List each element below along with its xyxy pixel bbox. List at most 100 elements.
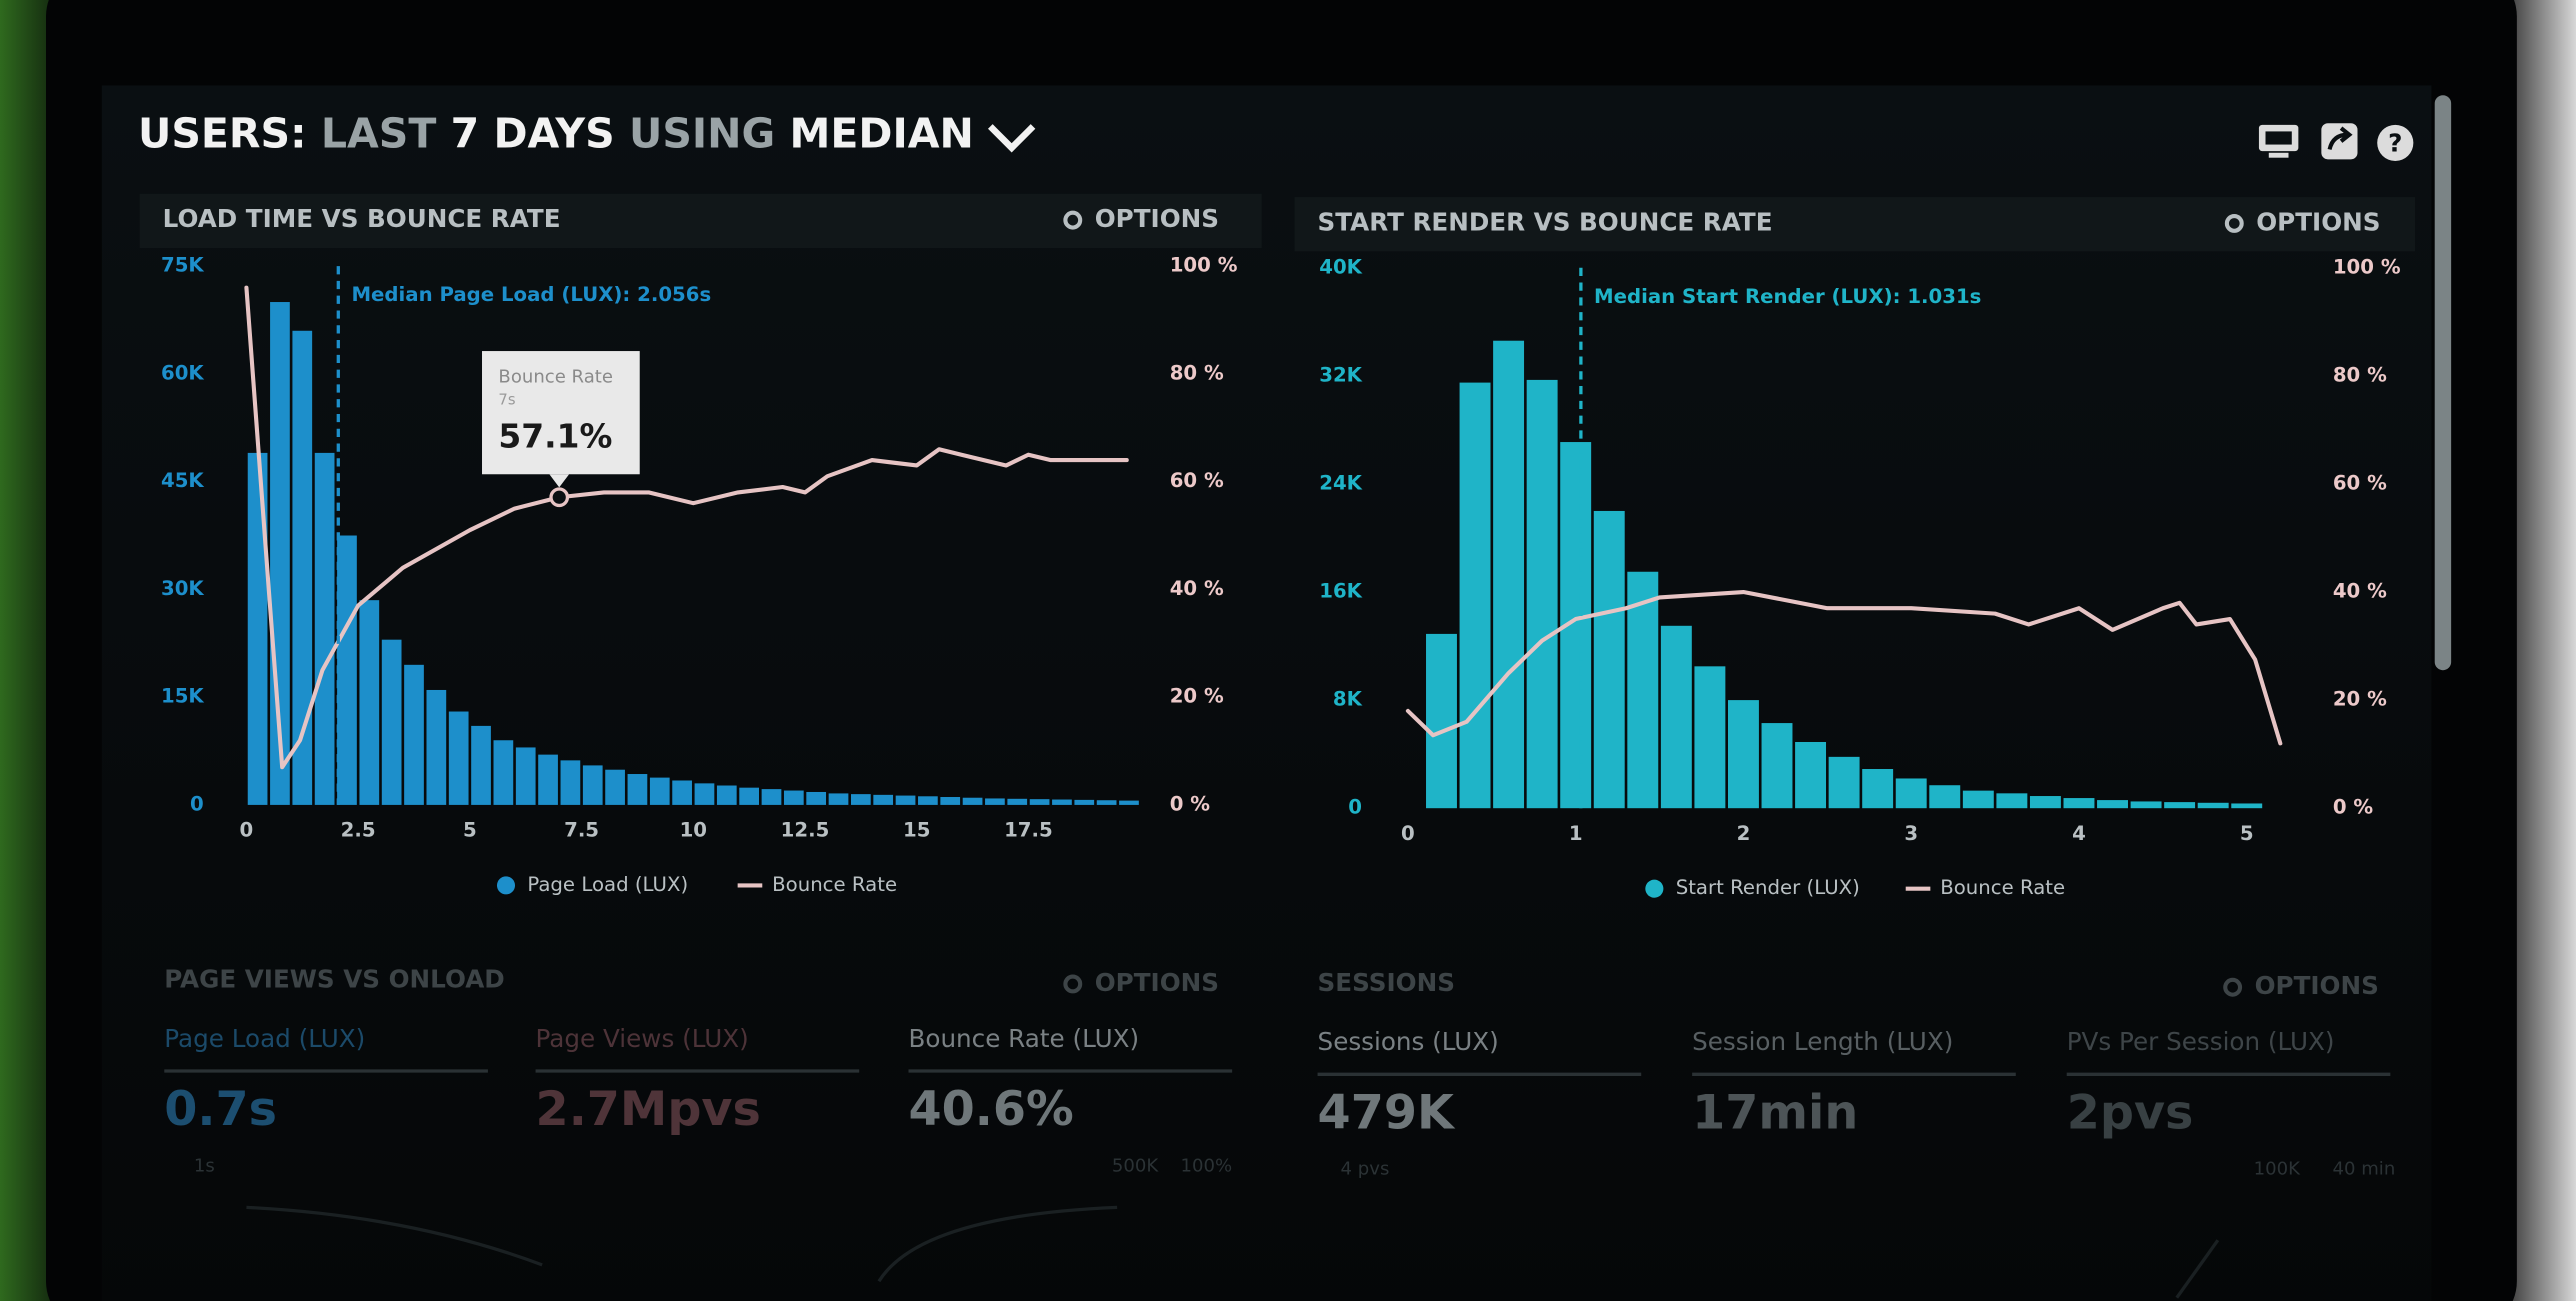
- tile-value: 2.7Mpvs: [536, 1082, 761, 1137]
- x-tick-label: 15: [903, 819, 930, 842]
- legend-dot: [1645, 879, 1664, 898]
- histogram-bar: [1862, 769, 1894, 809]
- tooltip-box: [482, 351, 640, 475]
- share-icon[interactable]: [2321, 123, 2358, 160]
- y-tick-label: 75K: [161, 254, 204, 277]
- x-tick-label: 0: [1401, 822, 1415, 845]
- x-tick-label: 1: [1569, 822, 1583, 845]
- histogram-bar: [627, 774, 648, 805]
- tile-value: 479K: [1318, 1085, 1456, 1140]
- histogram-bar: [1096, 800, 1117, 805]
- title-part: USERS:: [138, 109, 307, 157]
- histogram-bar: [359, 600, 380, 805]
- display: [101, 85, 2432, 1301]
- y-tick-label: 8K: [1333, 688, 1363, 711]
- dashboard-title[interactable]: USERS: LAST 7 DAYS USING MEDIAN: [138, 109, 974, 157]
- histogram-bar: [1119, 800, 1139, 805]
- y-tick-label: 24K: [1319, 471, 1362, 494]
- tile-label: PVs Per Session (LUX): [2067, 1027, 2335, 1056]
- options-icon: [1063, 210, 1083, 230]
- x-tick-label: 17.5: [1004, 819, 1053, 842]
- y2-tick-label: 0 %: [2333, 796, 2374, 819]
- tile-label: Page Load (LUX): [164, 1024, 365, 1053]
- title-part: LAST: [321, 109, 437, 157]
- histogram-bar: [2197, 802, 2229, 809]
- histogram-bar: [649, 777, 670, 805]
- histogram-bar: [515, 747, 536, 805]
- panel-title: SESSIONS: [1318, 968, 1455, 997]
- histogram-bar: [1795, 741, 1827, 809]
- panel-header: [139, 193, 1262, 249]
- mini-chart-label: 40 min: [2332, 1159, 2395, 1180]
- options-button[interactable]: OPTIONS: [2256, 207, 2380, 236]
- histogram-bar: [2063, 798, 2095, 809]
- y2-tick-label: 80 %: [2333, 363, 2387, 386]
- y2-tick-label: 100 %: [1170, 254, 1238, 277]
- histogram-bar: [1493, 340, 1525, 809]
- tile-label: Page Views (LUX): [536, 1024, 749, 1053]
- options-button[interactable]: OPTIONS: [1095, 204, 1219, 233]
- histogram-bar: [493, 740, 514, 805]
- y2-tick-label: 20 %: [1170, 685, 1224, 708]
- histogram-bar: [538, 754, 558, 805]
- legend-label: Start Render (LUX): [1676, 876, 1860, 899]
- dropdown-chevron[interactable]: [987, 124, 1036, 153]
- histogram-bar: [314, 452, 335, 805]
- y-tick-label: 15K: [161, 685, 204, 708]
- bounce-rate-line: [1405, 589, 2283, 746]
- histogram-bar: [381, 639, 402, 805]
- x-tick-label: 4: [2072, 822, 2086, 845]
- y2-tick-label: 40 %: [1170, 577, 1224, 600]
- histogram-bar: [1526, 379, 1558, 809]
- x-tick-label: 2.5: [341, 819, 376, 842]
- histogram-bar: [560, 760, 581, 805]
- y-tick-label: 16K: [1319, 580, 1362, 603]
- options-button[interactable]: OPTIONS: [1095, 968, 1219, 997]
- histogram-bar: [2097, 800, 2128, 809]
- histogram-bar: [247, 452, 268, 805]
- y2-tick-label: 60 %: [1170, 469, 1224, 492]
- y2-tick-label: 0 %: [1170, 792, 1211, 815]
- histogram-bar: [605, 769, 625, 805]
- mini-chart-label: 1s: [194, 1155, 215, 1176]
- histogram-bar: [1660, 625, 1692, 809]
- help-icon[interactable]: ?: [2377, 124, 2414, 161]
- histogram-bar: [1996, 793, 2028, 809]
- panel-title: START RENDER VS BOUNCE RATE: [1318, 207, 1773, 236]
- histogram-bar: [1929, 785, 1961, 809]
- options-button[interactable]: OPTIONS: [2255, 971, 2379, 1000]
- y2-tick-label: 60 %: [2333, 471, 2387, 494]
- mini-chart-line: [877, 1205, 1118, 1283]
- histogram-bar: [471, 725, 491, 805]
- histogram-bar: [1828, 756, 1860, 809]
- legend-label: Bounce Rate: [772, 873, 897, 896]
- histogram-bar: [1694, 666, 1726, 809]
- y-tick-label: 0: [190, 792, 204, 815]
- tooltip-x: 7s: [498, 391, 515, 408]
- histogram-bar: [895, 795, 916, 805]
- histogram-bar: [962, 797, 983, 805]
- tooltip-title: Bounce Rate: [498, 366, 613, 387]
- histogram-bar: [873, 794, 894, 805]
- mini-chart-line: [2175, 1239, 2220, 1299]
- legend-label: Page Load (LUX): [527, 873, 688, 896]
- mini-chart-label: 100K: [2254, 1159, 2301, 1180]
- histogram-bar: [1962, 790, 1994, 809]
- histogram-bar: [2029, 796, 2061, 809]
- monitor-icon[interactable]: [2258, 124, 2299, 158]
- scrollbar: [2434, 95, 2452, 671]
- histogram-bar: [672, 780, 692, 805]
- histogram-bar: [426, 689, 447, 805]
- histogram-bar: [940, 797, 961, 805]
- x-tick-label: 12.5: [781, 819, 830, 842]
- tile-label: Session Length (LUX): [1692, 1027, 1953, 1056]
- x-tick-label: 3: [1904, 822, 1918, 845]
- mini-chart-label: 100%: [1180, 1155, 1232, 1176]
- y-tick-label: 32K: [1319, 363, 1362, 386]
- x-tick-label: 0: [240, 819, 254, 842]
- tooltip-value: 57.1%: [498, 418, 612, 456]
- title-part: 7 DAYS: [451, 109, 615, 157]
- histogram-bar: [1029, 799, 1050, 805]
